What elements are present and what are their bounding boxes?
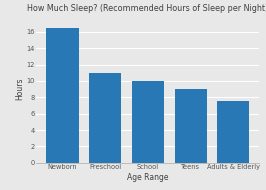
Title: How Much Sleep? (Recommended Hours of Sleep per Night): How Much Sleep? (Recommended Hours of Sl… [27,4,266,13]
Bar [47,28,78,163]
Bar [217,101,249,163]
Y-axis label: Hours: Hours [15,78,24,100]
Bar [132,81,164,163]
Bar [174,89,207,163]
X-axis label: Age Range: Age Range [127,173,169,182]
Bar [89,73,121,163]
